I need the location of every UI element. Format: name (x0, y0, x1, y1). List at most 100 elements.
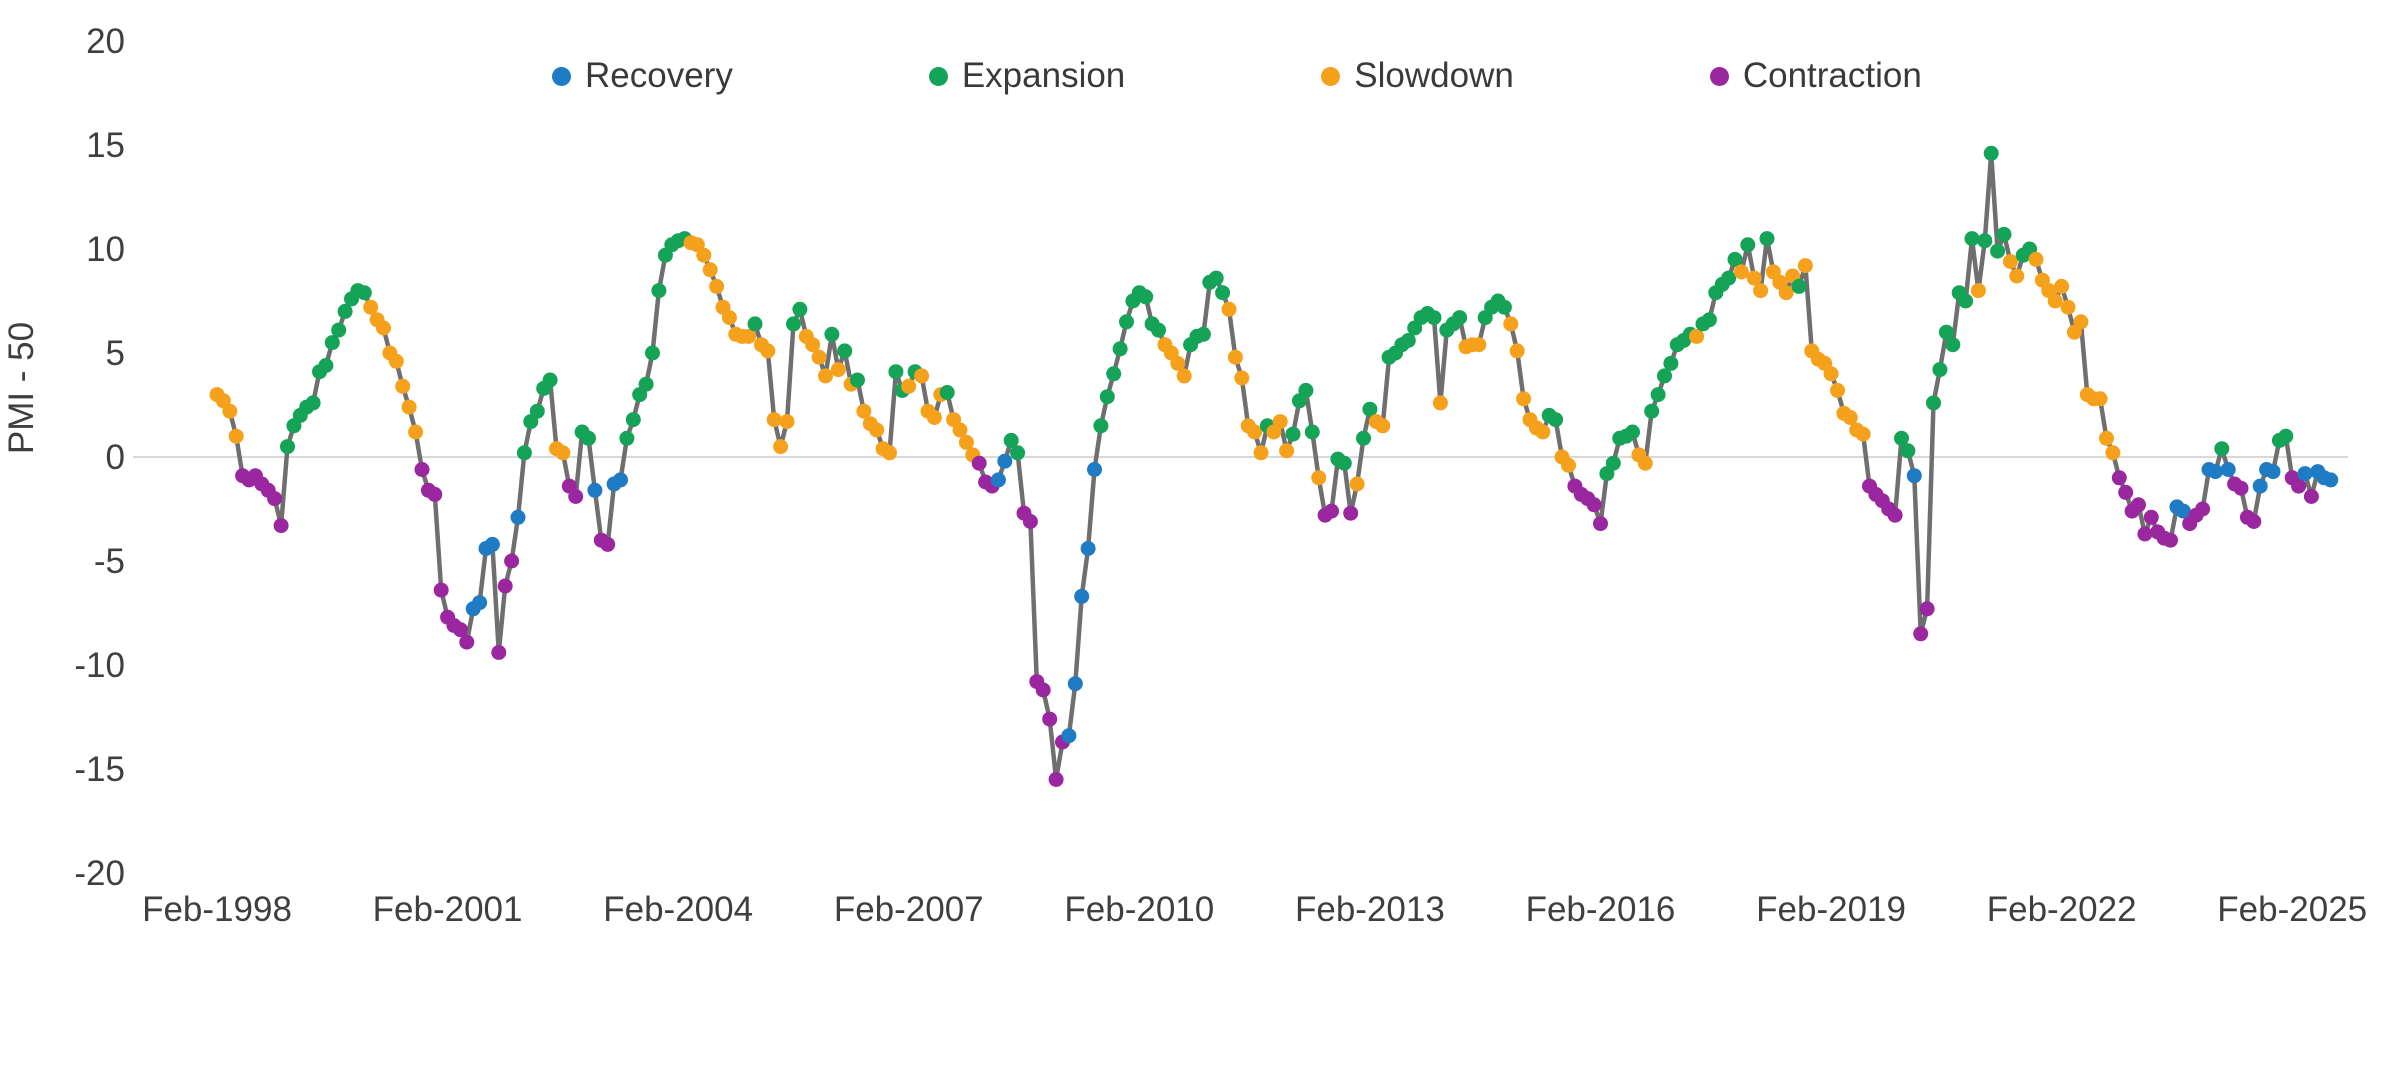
data-point-slowdown (1855, 426, 1871, 442)
data-point-slowdown (1471, 337, 1487, 353)
data-point-slowdown (702, 262, 718, 278)
data-point-contraction (2131, 497, 2146, 513)
data-point-contraction (491, 645, 507, 660)
data-point-expansion (1452, 310, 1468, 326)
data-point-slowdown (926, 410, 942, 425)
data-point-slowdown (1176, 368, 1192, 384)
data-point-expansion (337, 303, 353, 319)
legend-dot-slowdown (1321, 66, 1341, 86)
data-point-contraction (2111, 470, 2127, 486)
x-tick-label: Feb-2001 (373, 890, 523, 929)
legend-item-contraction[interactable]: Contraction (1709, 56, 1922, 96)
data-point-expansion (1003, 432, 1019, 448)
legend-item-slowdown[interactable]: Slowdown (1321, 56, 1514, 96)
data-point-slowdown (222, 403, 238, 419)
data-point-recovery (510, 509, 526, 525)
data-point-contraction (1593, 516, 1608, 532)
data-point-expansion (1938, 324, 1954, 340)
data-point-slowdown (1842, 410, 1858, 425)
data-point-expansion (529, 403, 545, 419)
data-point-expansion (1657, 368, 1672, 384)
data-point-expansion (1151, 322, 1166, 338)
legend-item-expansion[interactable]: Expansion (928, 56, 1125, 96)
x-tick-label: Feb-2004 (603, 890, 753, 929)
data-point-expansion (1010, 445, 1026, 461)
data-point-expansion (1112, 341, 1128, 357)
legend-item-recovery[interactable]: Recovery (552, 56, 733, 96)
legend-dot-contraction (1709, 66, 1729, 86)
x-tick-label: Feb-2019 (1756, 890, 1906, 929)
data-point-contraction (414, 462, 430, 477)
data-point-expansion (786, 316, 801, 332)
data-point-slowdown (1535, 424, 1551, 440)
data-point-contraction (2143, 509, 2159, 525)
data-point-slowdown (2073, 314, 2089, 330)
data-point-expansion (792, 301, 808, 317)
x-tick-label: Feb-2007 (834, 890, 984, 929)
data-point-expansion (1759, 231, 1775, 247)
data-point-expansion (1625, 424, 1640, 440)
data-point-recovery (1080, 541, 1096, 556)
data-point-recovery (472, 595, 488, 611)
data-point-slowdown (696, 247, 712, 263)
data-point-contraction (2163, 532, 2178, 548)
data-point-expansion (356, 285, 372, 301)
data-point-expansion (1195, 326, 1211, 342)
data-point-expansion (1548, 412, 1564, 428)
data-point-slowdown (1830, 382, 1845, 398)
data-point-slowdown (2105, 445, 2121, 461)
data-point-slowdown (779, 414, 795, 430)
data-point-recovery (2323, 472, 2339, 488)
data-point-contraction (2246, 514, 2262, 529)
legend-label: Contraction (1742, 56, 1922, 95)
data-point-slowdown (1753, 283, 1769, 299)
data-point-expansion (1426, 310, 1442, 326)
data-point-expansion (651, 283, 667, 299)
data-point-expansion (1106, 366, 1122, 382)
data-point-slowdown (1221, 301, 1237, 317)
data-point-slowdown (1227, 349, 1243, 365)
data-point-expansion (1336, 455, 1352, 471)
data-point-slowdown (363, 299, 379, 315)
data-point-slowdown (811, 349, 827, 365)
data-point-recovery (1087, 462, 1102, 477)
data-point-contraction (1913, 626, 1929, 642)
data-point-expansion (1958, 293, 1974, 309)
data-point-recovery (484, 536, 500, 552)
data-point-contraction (2291, 478, 2307, 494)
data-point-contraction (1048, 771, 1064, 787)
x-tick-label: Feb-2016 (1526, 890, 1676, 929)
data-point-slowdown (721, 310, 737, 326)
data-point-slowdown (1733, 264, 1749, 280)
data-point-expansion (2214, 441, 2230, 457)
data-point-expansion (747, 316, 763, 332)
x-tick-label: Feb-2025 (2217, 890, 2367, 929)
data-point-slowdown (2047, 293, 2063, 309)
data-point-expansion (1945, 337, 1961, 353)
data-point-expansion (619, 430, 635, 446)
legend-dot-recovery (552, 66, 571, 86)
data-point-slowdown (1970, 283, 1986, 299)
data-point-slowdown (830, 362, 846, 378)
data-point-recovery (1074, 588, 1090, 604)
data-point-contraction (2118, 484, 2134, 500)
data-point-recovery (1067, 676, 1083, 692)
data-point-expansion (516, 445, 532, 461)
data-point-slowdown (1432, 395, 1448, 411)
data-point-slowdown (901, 378, 917, 394)
data-point-expansion (645, 345, 660, 361)
data-point-expansion (1740, 237, 1756, 253)
data-point-recovery (990, 472, 1006, 488)
data-point-slowdown (2054, 278, 2070, 294)
data-point-slowdown (856, 403, 872, 419)
data-point-contraction (452, 622, 468, 638)
data-point-slowdown (1797, 258, 1813, 274)
data-point-slowdown (2092, 391, 2108, 407)
data-point-recovery (2297, 466, 2313, 482)
data-point-slowdown (1637, 455, 1653, 471)
data-point-expansion (331, 322, 347, 338)
data-point-expansion (1932, 362, 1948, 378)
data-point-slowdown (1311, 470, 1327, 486)
data-point-expansion (837, 343, 853, 359)
data-point-contraction (971, 455, 987, 471)
